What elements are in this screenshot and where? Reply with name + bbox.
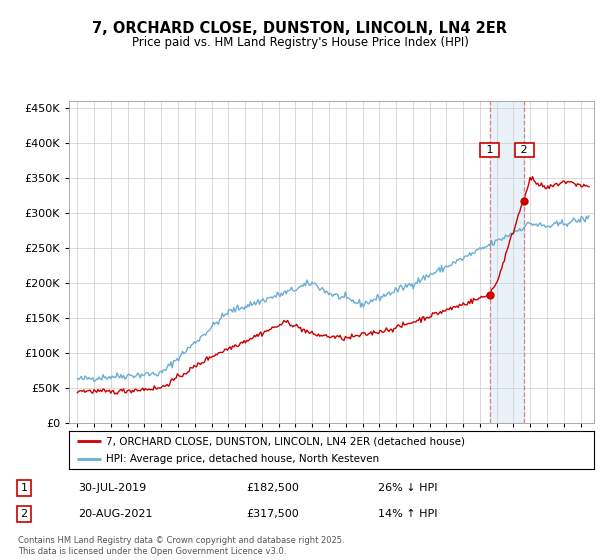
Text: HPI: Average price, detached house, North Kesteven: HPI: Average price, detached house, Nort… bbox=[106, 454, 379, 464]
Text: Contains HM Land Registry data © Crown copyright and database right 2025.
This d: Contains HM Land Registry data © Crown c… bbox=[18, 536, 344, 556]
Bar bbox=[490, 101, 524, 423]
Text: 26% ↓ HPI: 26% ↓ HPI bbox=[378, 483, 437, 493]
Text: 1: 1 bbox=[482, 145, 497, 155]
Text: £317,500: £317,500 bbox=[246, 509, 299, 519]
Text: 7, ORCHARD CLOSE, DUNSTON, LINCOLN, LN4 2ER (detached house): 7, ORCHARD CLOSE, DUNSTON, LINCOLN, LN4 … bbox=[106, 436, 465, 446]
Text: 30-JUL-2019: 30-JUL-2019 bbox=[78, 483, 146, 493]
Text: Price paid vs. HM Land Registry's House Price Index (HPI): Price paid vs. HM Land Registry's House … bbox=[131, 36, 469, 49]
Text: 7, ORCHARD CLOSE, DUNSTON, LINCOLN, LN4 2ER: 7, ORCHARD CLOSE, DUNSTON, LINCOLN, LN4 … bbox=[92, 21, 508, 36]
Text: 1: 1 bbox=[20, 483, 28, 493]
Text: 14% ↑ HPI: 14% ↑ HPI bbox=[378, 509, 437, 519]
Text: 2: 2 bbox=[517, 145, 531, 155]
Text: 20-AUG-2021: 20-AUG-2021 bbox=[78, 509, 152, 519]
Text: £182,500: £182,500 bbox=[246, 483, 299, 493]
Text: 2: 2 bbox=[20, 509, 28, 519]
